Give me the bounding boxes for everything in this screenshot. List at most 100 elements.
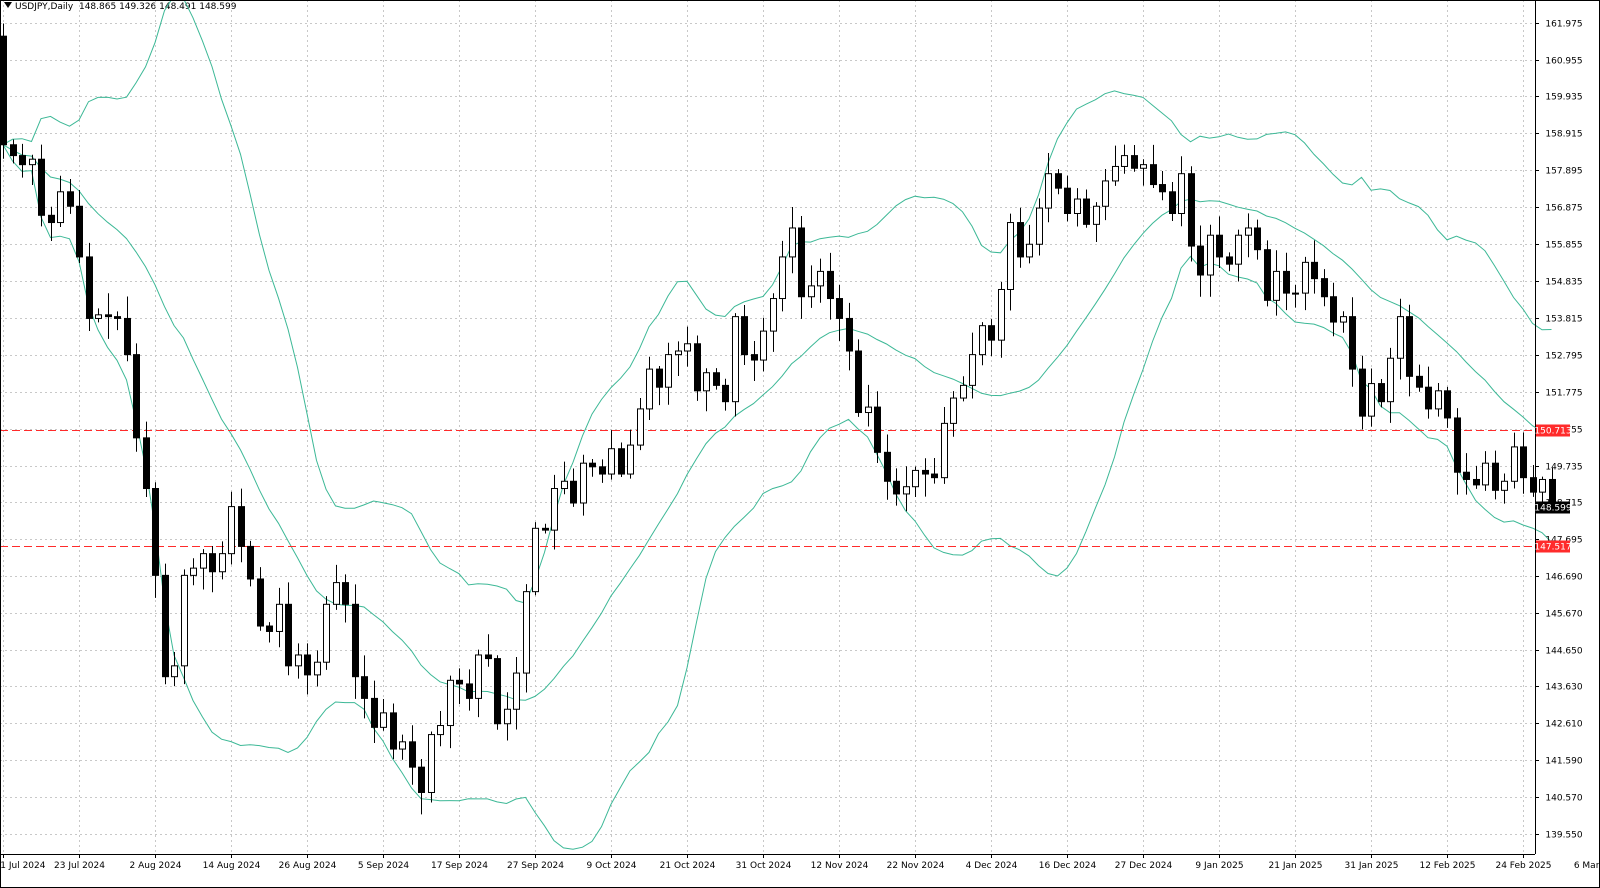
candle-body (1530, 477, 1537, 493)
candle (428, 731, 435, 803)
candle-body (532, 527, 539, 593)
candle (238, 488, 245, 563)
time-tick-label: 9 Oct 2024 (587, 861, 637, 871)
candle (1501, 473, 1508, 504)
candle (1264, 240, 1271, 307)
candle-body (1349, 316, 1356, 370)
candle-body (1064, 187, 1071, 215)
candle (200, 549, 207, 590)
candle (1273, 250, 1280, 316)
candle-body (342, 582, 349, 605)
candle-body (893, 480, 900, 495)
candle-body (1112, 165, 1119, 182)
candle-body (1074, 198, 1081, 214)
candle (1330, 282, 1337, 337)
candle (1397, 298, 1404, 380)
candle (532, 522, 539, 596)
candle-body (1482, 462, 1489, 486)
candle (1340, 311, 1347, 333)
candle (1539, 476, 1546, 505)
level-label: 150.713 (1534, 427, 1571, 437)
level-label: 147.517 (1534, 543, 1571, 553)
candle-body (1368, 383, 1375, 417)
candle-body (722, 384, 729, 403)
candle (722, 378, 729, 411)
candle (133, 343, 140, 452)
candle-body (998, 288, 1005, 341)
bb-lower-line (2, 144, 1552, 850)
candle (675, 341, 682, 377)
candle-body (836, 298, 843, 319)
time-tick-label: 31 Oct 2024 (736, 861, 792, 871)
candle (1292, 284, 1299, 308)
candle (1349, 297, 1356, 387)
candle-body (855, 350, 862, 414)
bb-middle-line (2, 144, 1552, 701)
candle-body (86, 256, 93, 319)
candle (76, 189, 83, 263)
candle (418, 758, 425, 815)
candle-body (1311, 261, 1318, 280)
chart-header: USDJPY,Daily 148.865 149.326 148.491 148… (4, 2, 236, 12)
candle (333, 564, 340, 610)
candle-body (1017, 222, 1024, 258)
dropdown-triangle-icon[interactable] (4, 2, 12, 8)
candle (1026, 224, 1033, 264)
candle-body (466, 683, 473, 699)
candle (694, 335, 701, 401)
candle-body (323, 603, 330, 663)
candle (504, 692, 511, 741)
time-tick-label: 31 Jan 2025 (1345, 861, 1399, 871)
time-tick-label: 14 Aug 2024 (203, 861, 261, 871)
candle-body (1444, 390, 1451, 419)
candle-body (333, 582, 340, 605)
time-tick-label: 23 Jul 2024 (54, 861, 105, 871)
candle (1159, 170, 1166, 201)
current-price-label: 148.599 (1534, 504, 1571, 514)
candle (1406, 304, 1413, 397)
candle-body (162, 574, 169, 678)
candle (114, 311, 121, 331)
candle (323, 596, 330, 670)
candle-body (741, 316, 748, 356)
price-tick-label: 152.795 (1545, 352, 1582, 362)
time-tick-label: 27 Dec 2024 (1115, 861, 1173, 871)
candle-body (1501, 480, 1508, 491)
time-tick-label: 4 Dec 2024 (966, 861, 1018, 871)
candle (1207, 224, 1214, 297)
candle (247, 540, 254, 587)
candle (1150, 144, 1157, 189)
price-tick-label: 146.690 (1545, 573, 1582, 583)
candle (646, 356, 653, 421)
candle-body (352, 603, 359, 678)
candle (1140, 159, 1147, 186)
candle-body (646, 368, 653, 410)
candle (399, 734, 406, 760)
candle-body (1226, 256, 1233, 265)
candle (48, 206, 55, 241)
candle (209, 546, 216, 593)
candle (342, 574, 349, 623)
candle-body (950, 397, 957, 424)
candle (1235, 229, 1242, 282)
candle (1017, 207, 1024, 268)
symbol-label: USDJPY,Daily (15, 2, 74, 12)
candle (228, 491, 235, 565)
candle (143, 421, 150, 498)
candle (608, 430, 615, 480)
level-label-bg (1536, 540, 1570, 553)
time-tick-label: 16 Dec 2024 (1039, 861, 1097, 871)
time-tick-label: 26 Aug 2024 (279, 861, 337, 871)
candle (1178, 156, 1185, 227)
candle (1454, 408, 1461, 495)
candle (551, 474, 558, 550)
candle (1007, 213, 1014, 311)
candle (1321, 269, 1328, 307)
candle-body (751, 354, 758, 361)
candle-body (808, 285, 815, 298)
candle (57, 175, 64, 227)
horizontal-levels (0, 430, 1535, 547)
time-tick-label: 12 Nov 2024 (811, 861, 869, 871)
candle (361, 655, 368, 719)
